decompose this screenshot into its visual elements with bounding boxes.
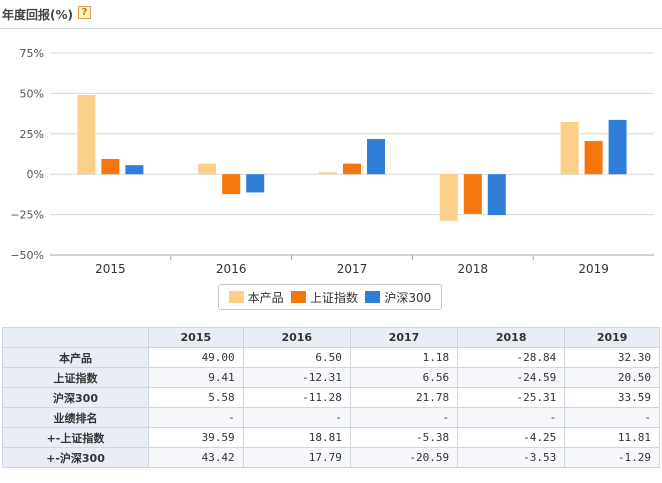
bar-2016-1 bbox=[222, 174, 241, 195]
table-cell: 32.30 bbox=[564, 347, 660, 368]
bar-2016-0 bbox=[198, 163, 217, 175]
bar-2015-0 bbox=[77, 95, 96, 175]
table-cell: 21.78 bbox=[349, 387, 459, 408]
help-icon[interactable]: ? bbox=[78, 6, 91, 19]
table-column-header: 2016 bbox=[242, 327, 351, 348]
table-row-header: +-沪深300 bbox=[2, 447, 149, 468]
table-cell: - bbox=[349, 407, 459, 428]
table-row-header: +-上证指数 bbox=[2, 427, 149, 448]
bar-2017-2 bbox=[367, 139, 385, 175]
legend-label: 沪深300 bbox=[384, 290, 432, 305]
table-cell: 18.81 bbox=[242, 427, 351, 448]
table-column-header: 2015 bbox=[148, 327, 244, 348]
legend-swatch bbox=[228, 291, 244, 303]
bar-2016-2 bbox=[246, 174, 265, 193]
bar-2018-1 bbox=[463, 174, 482, 214]
table-row-header: 业绩排名 bbox=[2, 407, 149, 428]
bar-2015-1 bbox=[101, 158, 120, 175]
table-cell: 5.58 bbox=[148, 387, 244, 408]
y-tick-label: 0% bbox=[27, 168, 44, 181]
table-cell: -11.28 bbox=[242, 387, 351, 408]
annual-return-table-wrap: 2015 2016 2017 2018 2019 本产品 49.00 6.50 1.18 -28… bbox=[2, 327, 660, 468]
y-tick-label: −25% bbox=[10, 209, 44, 222]
x-tick-label: 2019 bbox=[578, 262, 609, 276]
table-cell: 33.59 bbox=[564, 387, 660, 408]
table-row: 上证指数 9.41 -12.31 6.56 -24.59 20.50 bbox=[2, 367, 660, 388]
table-row: +-沪深300 43.42 17.79 -20.59 -3.53 -1.29 bbox=[2, 447, 660, 468]
table-cell: -1.29 bbox=[564, 447, 660, 468]
bar-2017-1 bbox=[343, 163, 361, 175]
chart-legend: 本产品 上证指数 沪深300 bbox=[218, 284, 442, 310]
table-cell: - bbox=[457, 407, 566, 428]
table-cell: -25.31 bbox=[457, 387, 566, 408]
table-cell: -5.38 bbox=[349, 427, 459, 448]
table-cell: 9.41 bbox=[148, 367, 244, 388]
table-cell: -12.31 bbox=[242, 367, 351, 388]
table-cell: 1.18 bbox=[349, 347, 459, 368]
annual-return-chart: 75% 50% 25% 0% −25% −50% 2015 2016 2017 2018 2019 bbox=[2, 36, 658, 316]
bar-2017-0 bbox=[319, 172, 337, 175]
table-cell: 43.42 bbox=[148, 447, 244, 468]
table-row: 业绩排名 - - - - - bbox=[2, 407, 660, 428]
table-cell: 11.81 bbox=[564, 427, 660, 448]
x-tick-label: 2015 bbox=[95, 262, 126, 276]
table-cell: -24.59 bbox=[457, 367, 566, 388]
y-tick-label: 50% bbox=[20, 87, 44, 100]
x-tick-label: 2016 bbox=[216, 262, 247, 276]
section-title: 年度回报(%) bbox=[2, 8, 73, 22]
table-row: 本产品 49.00 6.50 1.18 -28.84 32.30 bbox=[2, 347, 660, 368]
legend-label: 上证指数 bbox=[310, 290, 359, 305]
section-header: 年度回报(%) ? bbox=[0, 0, 662, 29]
legend-item[interactable]: 本产品 bbox=[228, 289, 284, 306]
table-row-header: 上证指数 bbox=[2, 367, 149, 388]
legend-label: 本产品 bbox=[247, 290, 284, 305]
table-row-header: 本产品 bbox=[2, 347, 149, 368]
x-tick-label: 2018 bbox=[458, 262, 489, 276]
legend-swatch bbox=[291, 291, 307, 303]
table-cell: - bbox=[148, 407, 244, 428]
bar-2018-0 bbox=[439, 174, 458, 221]
bar-2015-2 bbox=[125, 165, 144, 175]
table-body: 本产品 49.00 6.50 1.18 -28.84 32.30 上证指数 9.41 -12.3… bbox=[2, 347, 660, 468]
y-tick-label: 75% bbox=[20, 47, 44, 60]
table-cell: 6.50 bbox=[242, 347, 351, 368]
table-column-header: 2017 bbox=[349, 327, 459, 348]
bar-2019-0 bbox=[560, 122, 579, 175]
table-row: +-上证指数 39.59 18.81 -5.38 -4.25 11.81 bbox=[2, 427, 660, 448]
bar-2019-1 bbox=[584, 141, 603, 175]
table-cell: 17.79 bbox=[242, 447, 351, 468]
table-row-header: 沪深300 bbox=[2, 387, 149, 408]
table-column-header: 2019 bbox=[564, 327, 660, 348]
legend-item[interactable]: 沪深300 bbox=[365, 289, 431, 306]
table-cell: -4.25 bbox=[457, 427, 566, 448]
table-cell: 20.50 bbox=[564, 367, 660, 388]
table-cell: -3.53 bbox=[457, 447, 566, 468]
legend-swatch bbox=[365, 291, 381, 303]
bar-2018-2 bbox=[487, 174, 506, 216]
legend-item[interactable]: 上证指数 bbox=[291, 289, 358, 306]
x-tick-label: 2017 bbox=[337, 262, 368, 276]
table-cell: 49.00 bbox=[148, 347, 244, 368]
table-column-header: 2018 bbox=[457, 327, 566, 348]
bar-chart-svg: 75% 50% 25% 0% −25% −50% 2015 2016 2017 2018 2019 bbox=[10, 47, 654, 276]
y-tick-label: −50% bbox=[10, 249, 44, 262]
table-row: 沪深300 5.58 -11.28 21.78 -25.31 33.59 bbox=[2, 387, 660, 408]
table-cell: - bbox=[242, 407, 351, 428]
table-cell: - bbox=[564, 407, 660, 428]
table-header-row: 2015 2016 2017 2018 2019 bbox=[2, 327, 660, 348]
table-cell: -20.59 bbox=[349, 447, 459, 468]
table-cell: 6.56 bbox=[349, 367, 459, 388]
annual-return-table: 2015 2016 2017 2018 2019 本产品 49.00 6.50 1.18 -28… bbox=[2, 327, 660, 468]
table-cell: 39.59 bbox=[148, 427, 244, 448]
bar-2019-2 bbox=[608, 119, 627, 175]
table-cell: -28.84 bbox=[457, 347, 566, 368]
table-corner-cell bbox=[2, 327, 149, 348]
y-tick-label: 25% bbox=[20, 128, 44, 141]
